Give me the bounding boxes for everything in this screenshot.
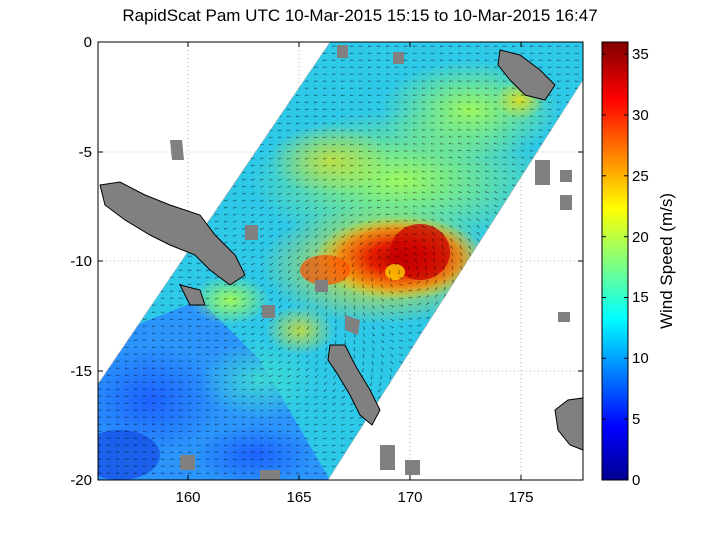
colorbar-label: Wind Speed (m/s) (657, 193, 676, 329)
colorbar-tick-marks (602, 53, 628, 481)
x-tick-label: 160 (175, 489, 200, 506)
y-tick-label: -5 (79, 144, 92, 161)
colorbar-tick-label: 15 (632, 289, 649, 306)
colorbar-tick-label: 25 (632, 168, 649, 185)
wind-swath (98, 42, 583, 480)
y-tick-label: -10 (70, 253, 92, 270)
colorbar-tick-label: 10 (632, 350, 649, 367)
plot-title: RapidScat Pam UTC 10-Mar-2015 15:15 to 1… (122, 6, 598, 25)
colorbar-tick-label: 20 (632, 229, 649, 246)
x-tick-label: 170 (397, 489, 422, 506)
y-axis-tick-labels: 0 -5 -10 -15 -20 (70, 34, 92, 489)
x-axis-tick-labels: 160 165 170 175 (175, 489, 533, 506)
colorbar-tick-label: 35 (632, 46, 649, 63)
y-tick-label: -20 (70, 472, 92, 489)
colorbar-tick-labels: 0 5 10 15 20 25 30 35 (632, 46, 649, 489)
colorbar-tick-label: 0 (632, 472, 640, 489)
y-tick-label: -15 (70, 363, 92, 380)
x-tick-label: 165 (286, 489, 311, 506)
y-tick-label: 0 (84, 34, 92, 51)
colorbar (601, 41, 629, 481)
colorbar-tick-label: 5 (632, 411, 640, 428)
land-masks (99, 45, 584, 480)
x-tick-label: 175 (508, 489, 533, 506)
colorbar-tick-label: 30 (632, 107, 649, 124)
axis-tick-marks (98, 41, 583, 481)
